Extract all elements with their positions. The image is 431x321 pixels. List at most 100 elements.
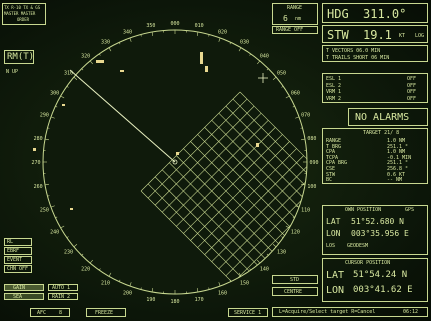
- prompt-text: L=Acquire/Select target R=Cancel: [279, 309, 376, 315]
- bearing-label: 160: [218, 291, 227, 297]
- gain-label: GAIN: [13, 285, 26, 291]
- rain-button[interactable]: RAIN 2: [48, 293, 78, 300]
- target-row-label: CSE: [326, 166, 336, 172]
- range-value: 6: [283, 14, 288, 23]
- bearing-label: 220: [81, 266, 90, 272]
- tx-line-1: TX R-10 TX & GS: [4, 5, 41, 10]
- left-menu-item[interactable]: EVENT: [4, 256, 32, 264]
- bearing-tick: [218, 282, 221, 287]
- bearing-tick: [60, 225, 65, 229]
- bearing-tick: [73, 76, 78, 80]
- guard-row-value: OFF: [407, 82, 417, 89]
- left-menu-item[interactable]: CHN OFF: [4, 265, 32, 273]
- alarm-box[interactable]: NO ALARMS: [348, 108, 428, 126]
- vectors-line-1: T VECTORS 06.0 MIN: [326, 48, 381, 54]
- vectors-box[interactable]: T VECTORS 06.0 MIN T TRAILS SHORT 06 MIN: [322, 45, 428, 62]
- range-unit: nm: [295, 16, 302, 22]
- ebl-vrm-box[interactable]: ESL 1 OFF ESL 2 OFF VRM 1 OFF VRM 2 OFF: [322, 73, 428, 103]
- range-off-label: RANGE OFF: [276, 27, 304, 33]
- service-button[interactable]: SERVICE 1: [228, 308, 268, 317]
- bearing-tick: [272, 244, 277, 248]
- speed-label: STW: [327, 28, 349, 42]
- bearing-label: 070: [301, 112, 310, 118]
- target-row-value: 1.0 NM: [387, 149, 406, 156]
- bearing-tick: [89, 60, 93, 65]
- left-menu-item[interactable]: EBRF: [4, 247, 32, 255]
- echo: [70, 208, 73, 210]
- bearing-tick: [249, 53, 251, 56]
- bearing-label: 320: [81, 54, 90, 60]
- bearing-tick: [99, 268, 101, 271]
- bearing-label: 060: [291, 91, 300, 97]
- sea-bar[interactable]: SEA: [4, 293, 44, 300]
- left-menu-label: RL: [7, 239, 14, 245]
- own-ship-marker: [172, 159, 178, 165]
- left-menu-item[interactable]: RL: [4, 238, 32, 246]
- echo: [205, 66, 208, 72]
- guard-row-label: VRM 1: [326, 89, 342, 95]
- prompt-bar: L=Acquire/Select target R=Cancel 06:12: [272, 307, 428, 317]
- bearing-tick: [66, 86, 69, 88]
- bearing-tick: [47, 127, 50, 129]
- target-row-value: 0.6 KT: [387, 171, 406, 178]
- tx-status-panel[interactable]: TX R-10 TX & GS MASTER MASTER ORDER: [2, 3, 46, 25]
- bearing-label: 180: [170, 299, 179, 305]
- bearing-label: 020: [218, 29, 227, 35]
- bearing-label: 140: [260, 266, 269, 272]
- auto-button[interactable]: AUTO 1: [48, 284, 78, 291]
- bearing-tick: [272, 76, 277, 80]
- display-mode[interactable]: RM(T): [4, 50, 34, 64]
- bearing-label: 190: [146, 297, 155, 303]
- bearing-label: 010: [195, 23, 204, 29]
- grid-line: [239, 91, 307, 192]
- own-lat-value: 51°52.680 N: [351, 217, 404, 226]
- freeze-label: FREEZE: [95, 310, 114, 316]
- bearing-tick: [301, 138, 306, 141]
- std-button[interactable]: STD: [272, 275, 318, 284]
- bearing-label: 170: [195, 297, 204, 303]
- bearing-tick: [218, 37, 221, 42]
- bearing-tick: [66, 236, 69, 238]
- range-box[interactable]: RANGE 6 nm: [272, 3, 318, 25]
- bearing-tick: [285, 95, 290, 99]
- grid-line: [176, 155, 276, 255]
- bearing-tick: [108, 47, 112, 52]
- range-off-button[interactable]: RANGE OFF: [272, 26, 318, 34]
- cursor-lat-value: 51°54.24 N: [353, 270, 408, 280]
- own-position-mode: GPS: [405, 207, 415, 213]
- guard-row-label: ESL 1: [326, 76, 342, 82]
- heading-label: HDG: [327, 7, 349, 21]
- gain-bar[interactable]: GAIN: [4, 284, 44, 291]
- bearing-label: 150: [240, 280, 249, 286]
- bearing-tick: [151, 288, 154, 293]
- vectors-line-2: T TRAILS SHORT 06 MIN: [326, 55, 390, 61]
- freeze-button[interactable]: FREEZE: [86, 308, 126, 317]
- grid-line: [154, 176, 255, 277]
- target-row-value: 256.8 °: [387, 166, 409, 172]
- bearing-tick: [81, 253, 84, 256]
- grid-line: [190, 141, 290, 241]
- bearing-label: 200: [123, 291, 132, 297]
- bearing-tick: [238, 272, 242, 277]
- echo: [200, 52, 203, 64]
- own-los-value: GEODESM: [347, 243, 369, 249]
- bearing-tick: [47, 195, 50, 197]
- afc-box[interactable]: AFC 8: [30, 308, 70, 317]
- bearing-tick: [44, 183, 49, 186]
- bearing-tick: [285, 225, 290, 229]
- centre-button[interactable]: CENTRE: [272, 287, 318, 296]
- bearing-tick: [229, 42, 232, 45]
- bearing-tick: [300, 127, 303, 129]
- grid-line: [169, 162, 269, 262]
- bearing-label: 330: [101, 40, 110, 46]
- target-row-value: 251.1 °: [387, 143, 409, 150]
- grid-line: [183, 148, 283, 248]
- bearing-tick: [281, 236, 284, 238]
- speed-box: STW 19.1 KT LOG: [322, 25, 428, 43]
- bearing-label: 310: [64, 71, 73, 77]
- target-row-label: RANGE: [326, 138, 342, 144]
- orientation-label[interactable]: N UP: [6, 69, 19, 75]
- grid-line: [225, 176, 307, 277]
- grid-line: [197, 148, 297, 248]
